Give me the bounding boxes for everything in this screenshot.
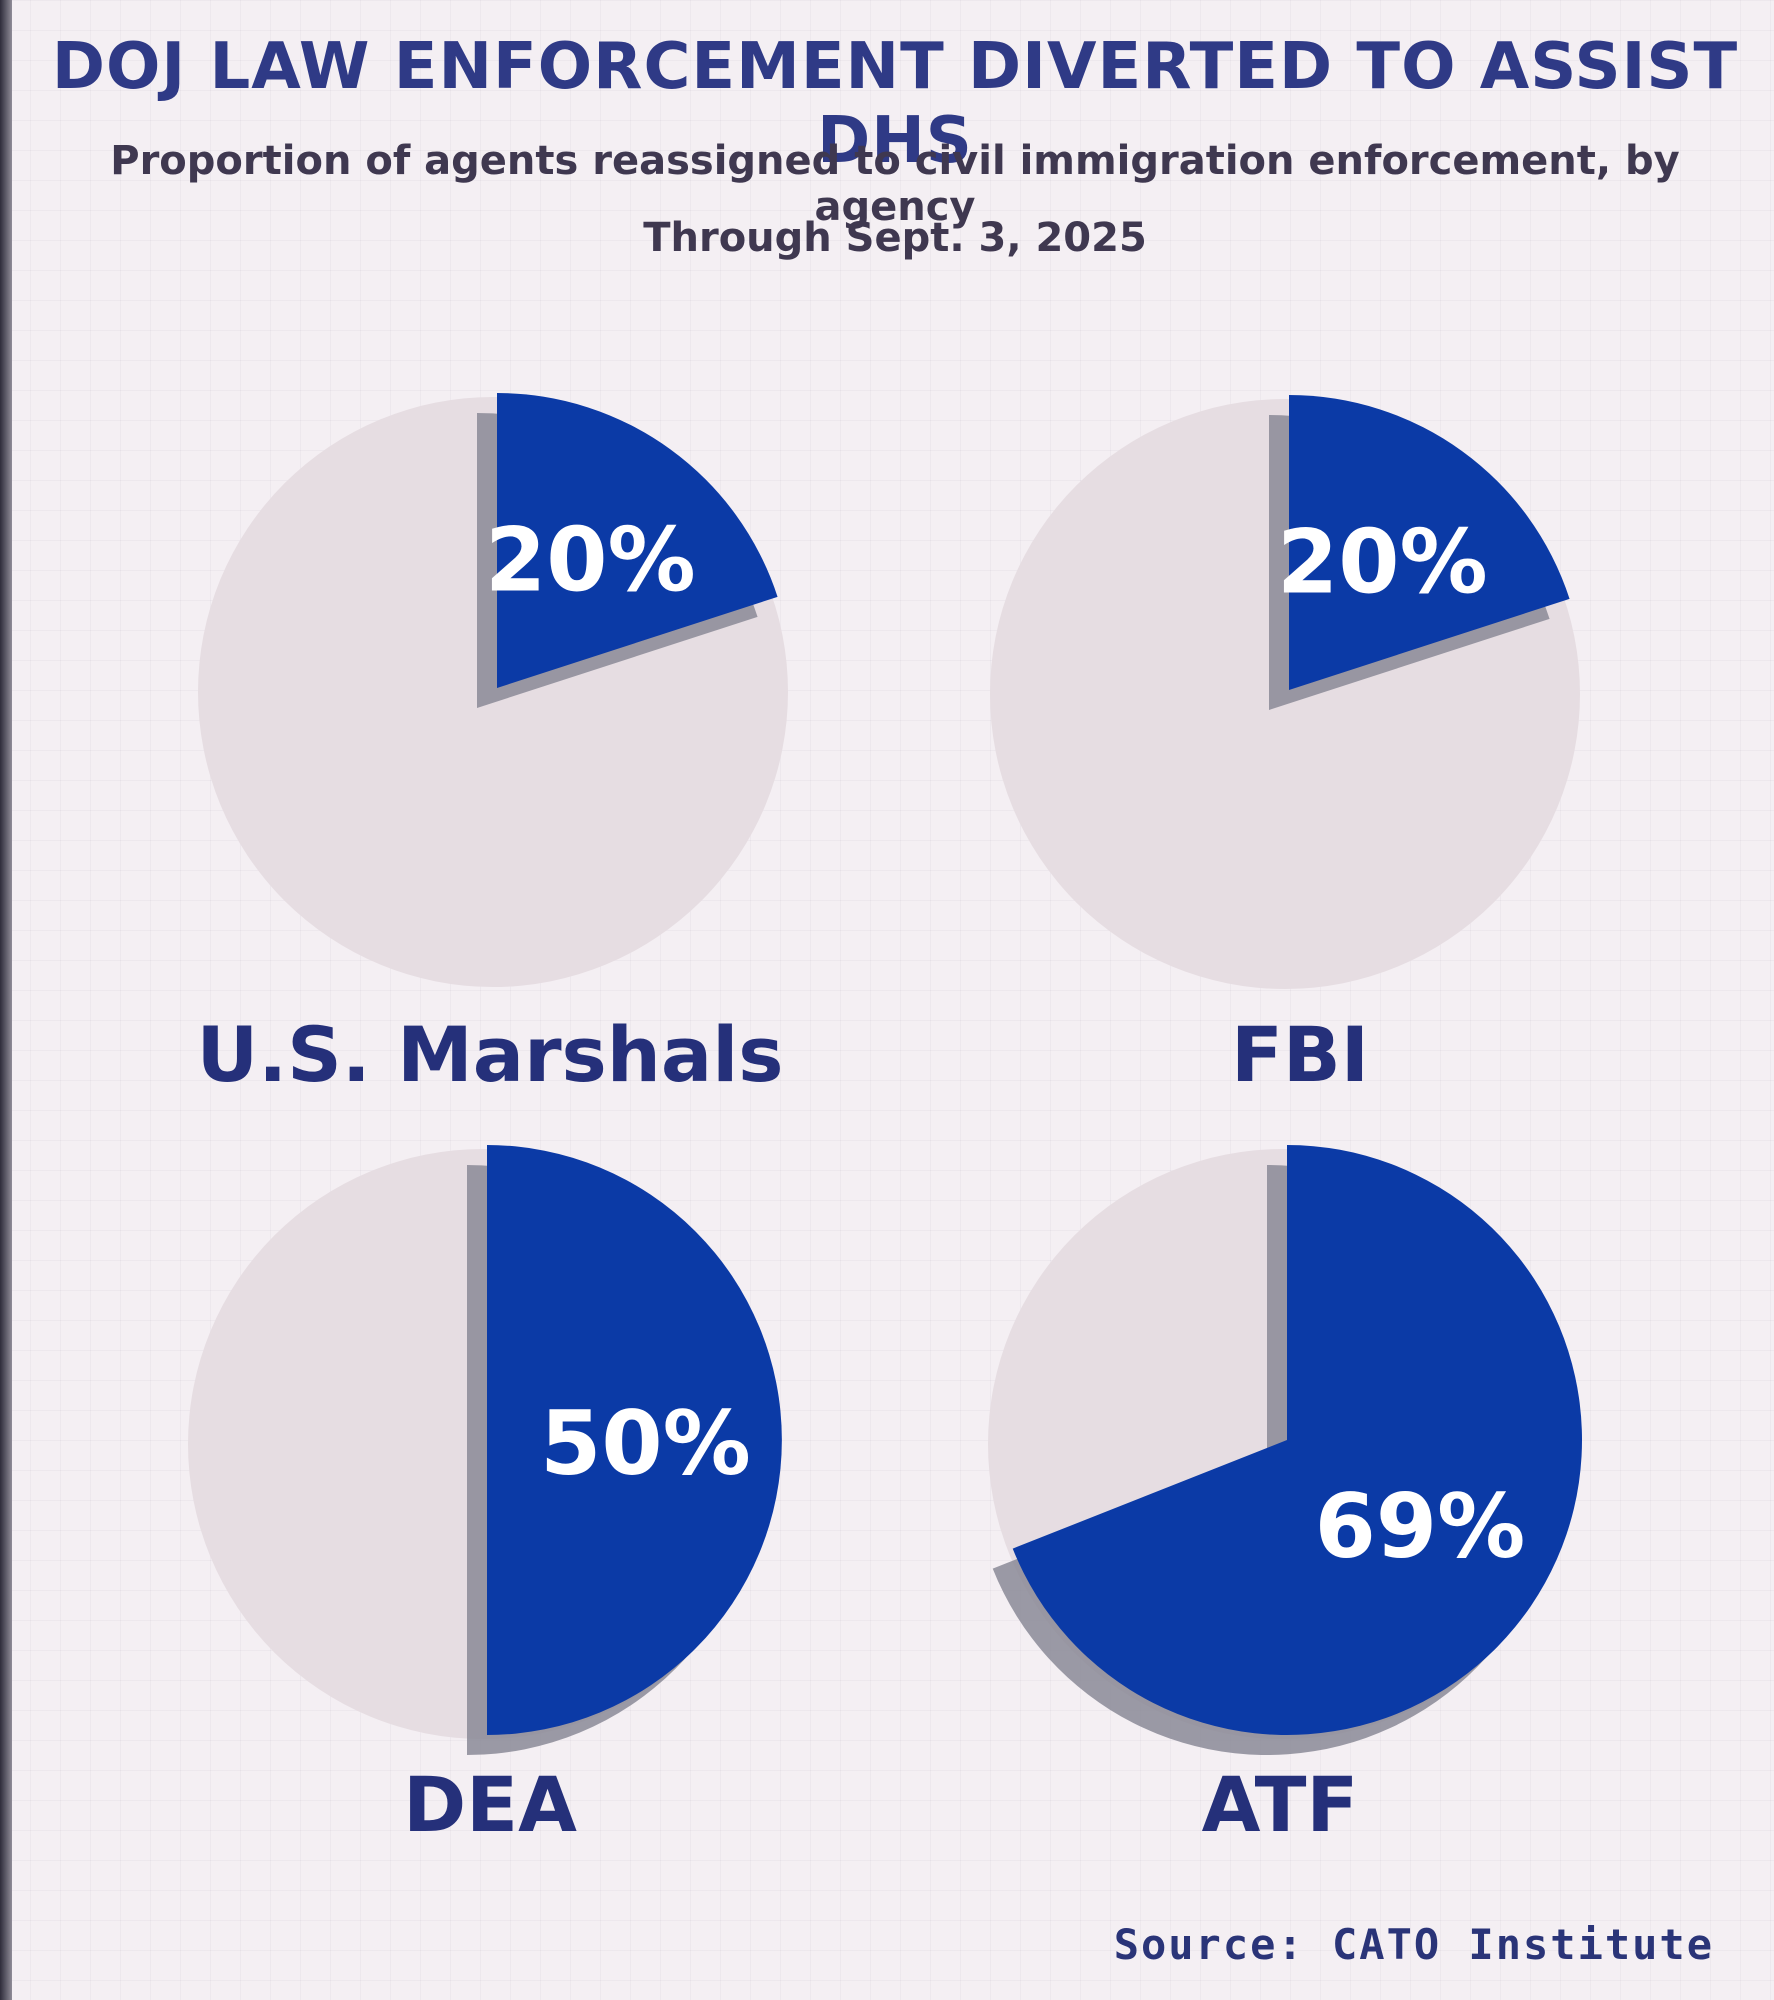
chart-date-note: Through Sept. 3, 2025 <box>643 215 1147 261</box>
pie-value-label-u-s-marshals: 20% <box>485 509 696 612</box>
pie-value-label-dea: 50% <box>540 1392 751 1495</box>
pie-value-label-fbi: 20% <box>1277 511 1488 614</box>
pie-label-fbi: FBI <box>1230 1010 1370 1099</box>
pie-atf: 69% <box>988 1145 1582 1755</box>
pie-label-dea: DEA <box>403 1760 577 1849</box>
chart-source: Source: CATO Institute <box>1113 1920 1714 1969</box>
pie-slice-dea <box>487 1145 782 1735</box>
pie-fbi: 20% <box>990 395 1580 989</box>
chart-subtitle: Proportion of agents reassigned to civil… <box>110 138 1680 230</box>
pie-slice-atf <box>1012 1145 1582 1735</box>
pie-value-label-atf: 69% <box>1315 1475 1526 1578</box>
slide-edge <box>0 0 12 2000</box>
pie-dea: 50% <box>188 1145 782 1755</box>
pie-u-s-marshals: 20% <box>198 393 788 987</box>
pie-slice-u-s-marshals <box>497 393 778 688</box>
pie-label-us-marshals: U.S. Marshals <box>196 1010 784 1099</box>
chart-title: DOJ LAW ENFORCEMENT DIVERTED TO ASSIST D… <box>51 30 1739 178</box>
pie-slice-fbi <box>1289 395 1570 690</box>
pie-label-atf: ATF <box>1201 1760 1359 1849</box>
